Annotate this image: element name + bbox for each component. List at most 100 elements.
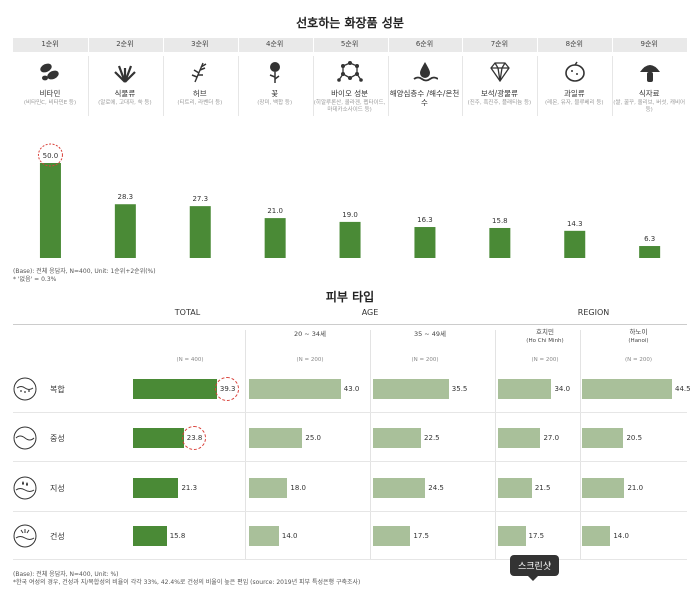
column-divider	[580, 330, 581, 560]
bar-value-label: 21.0	[267, 207, 283, 215]
column-divider	[245, 330, 246, 560]
skin-bar-value: 22.5	[424, 434, 440, 442]
molecule-icon	[337, 60, 363, 84]
column-separator	[237, 56, 239, 116]
skin-bar	[133, 379, 217, 399]
skin-bar	[582, 428, 624, 448]
highlight-circle	[37, 143, 63, 167]
ingredient-examples: (알로에, 고대자, 쑥 등)	[98, 100, 152, 106]
rank-label: 5순위	[340, 40, 359, 48]
chart-title-skin-type: 피부 타입	[325, 290, 375, 304]
skin-bar-value: 21.3	[181, 484, 198, 492]
ingredient-examples: (쌀, 꿀꾸, 올리브, 버섯, 캐비어 등)	[613, 100, 686, 113]
bar-value-label: 50.0	[43, 152, 59, 160]
skin-bar	[133, 526, 167, 546]
skin-bar-value: 24.5	[428, 484, 444, 492]
rank-label: 6순위	[415, 40, 434, 48]
skin-type-label: 복합	[50, 385, 65, 394]
rank-divider	[462, 38, 464, 52]
rank-label: 3순위	[191, 40, 209, 48]
column-separator	[162, 56, 164, 116]
column-divider	[495, 330, 496, 560]
ingredient-name: 비타민	[39, 89, 61, 98]
ingredient-name: 식물류	[114, 89, 136, 98]
subheader-hanoi: 하노이	[629, 328, 648, 336]
n-label-total: (N = 400)	[176, 357, 204, 363]
rose-icon	[262, 60, 288, 84]
skin-bar	[373, 478, 426, 498]
skin-bar-value: 21.0	[627, 484, 644, 492]
column-separator	[612, 56, 614, 116]
skin-bar	[498, 478, 532, 498]
n-label-age1: (N = 200)	[296, 357, 324, 363]
subheader-hochiminh: 호치민	[536, 328, 554, 336]
skin-bar-value: 18.0	[290, 484, 307, 492]
ingredient-name: 꽃	[271, 89, 279, 98]
mushroom-icon	[637, 60, 663, 84]
skin-bar	[373, 428, 422, 448]
diamond-icon	[487, 60, 513, 84]
rank-header-bar	[13, 38, 687, 52]
skin-bar	[249, 526, 279, 546]
bar	[489, 227, 511, 258]
skin-bar-value: 21.5	[534, 484, 551, 492]
ingredient-examples: (장미, 백합 등)	[257, 100, 293, 106]
bar-value-label: 15.8	[492, 217, 508, 225]
skin-bar-value: 20.5	[626, 434, 643, 442]
column-separator	[537, 56, 539, 116]
screenshot-tooltip[interactable]: 스크린샷	[510, 555, 560, 581]
bar	[564, 230, 586, 258]
rank-label: 1순위	[41, 40, 59, 48]
skin-bar	[249, 379, 341, 399]
chart-note-1: (Base): 전체 응답자, N=400, Unit: 1순위+2순위(%)	[13, 268, 156, 275]
header-divider	[13, 324, 687, 325]
skin-bar	[498, 526, 526, 546]
rank-divider	[162, 38, 164, 52]
bar-value-label: 19.0	[342, 211, 358, 219]
skin-type-label: 건성	[50, 532, 65, 541]
bar-value-label: 28.3	[118, 193, 134, 201]
column-divider	[370, 330, 371, 560]
bar	[114, 204, 136, 258]
skin-type-label: 중성	[50, 434, 65, 443]
ingredient-name: 바이오 성분	[331, 89, 369, 98]
rank-divider	[612, 38, 614, 52]
bar	[39, 163, 61, 258]
skin-bar-value: 14.0	[613, 532, 629, 540]
combination-skin-icon	[13, 377, 37, 401]
skin-bar-value: 43.0	[343, 385, 360, 393]
skin-bar	[582, 526, 611, 546]
n-label-hanoi: (N = 200)	[624, 357, 652, 363]
ingredient-examples: (진주, 흑진주, 플래티늄 등)	[467, 100, 532, 106]
rank-divider	[537, 38, 539, 52]
bar-value-label: 6.3	[644, 235, 655, 243]
rank-divider	[87, 38, 89, 52]
rank-label: 7순위	[490, 40, 509, 48]
bar	[189, 206, 211, 258]
skin-bar-value: 27.0	[543, 434, 560, 442]
row-divider	[13, 412, 687, 413]
ingredient-name: 식자료	[638, 89, 660, 98]
bar	[264, 218, 286, 258]
water-drop-icon	[412, 60, 439, 84]
skin-bar-value: 15.8	[169, 532, 186, 540]
plant-icon	[112, 60, 138, 84]
ingredient-name: 보석/광물류	[480, 89, 518, 98]
vitamin-pills-icon	[37, 60, 63, 84]
chart-title-ingredients: 선호하는 화장품 성분	[296, 16, 404, 30]
skin-bar	[133, 478, 179, 498]
skin-type-label: 지성	[50, 484, 65, 493]
normal-skin-icon	[13, 426, 37, 450]
column-separator	[387, 56, 389, 116]
rank-divider	[312, 38, 314, 52]
rank-label: 4순위	[266, 40, 284, 48]
column-separator	[462, 56, 464, 116]
skin-note-1: (Base): 전체 응답자, N=400, Unit: %)	[13, 571, 119, 578]
skin-bar	[582, 478, 625, 498]
skin-bar-value: 44.5	[675, 385, 691, 393]
ingredient-bar-chart: 50.0 28.3 27.3 21.0 19.0 16.3 15.8 14.3 6.3	[37, 143, 661, 258]
group-header-age: AGE	[361, 308, 379, 317]
chart-note-2: * '없음' = 0.3%	[13, 276, 57, 283]
skin-bar-value: 25.0	[305, 434, 321, 442]
subheader-age-35-49: 35 ~ 49세	[413, 330, 447, 338]
